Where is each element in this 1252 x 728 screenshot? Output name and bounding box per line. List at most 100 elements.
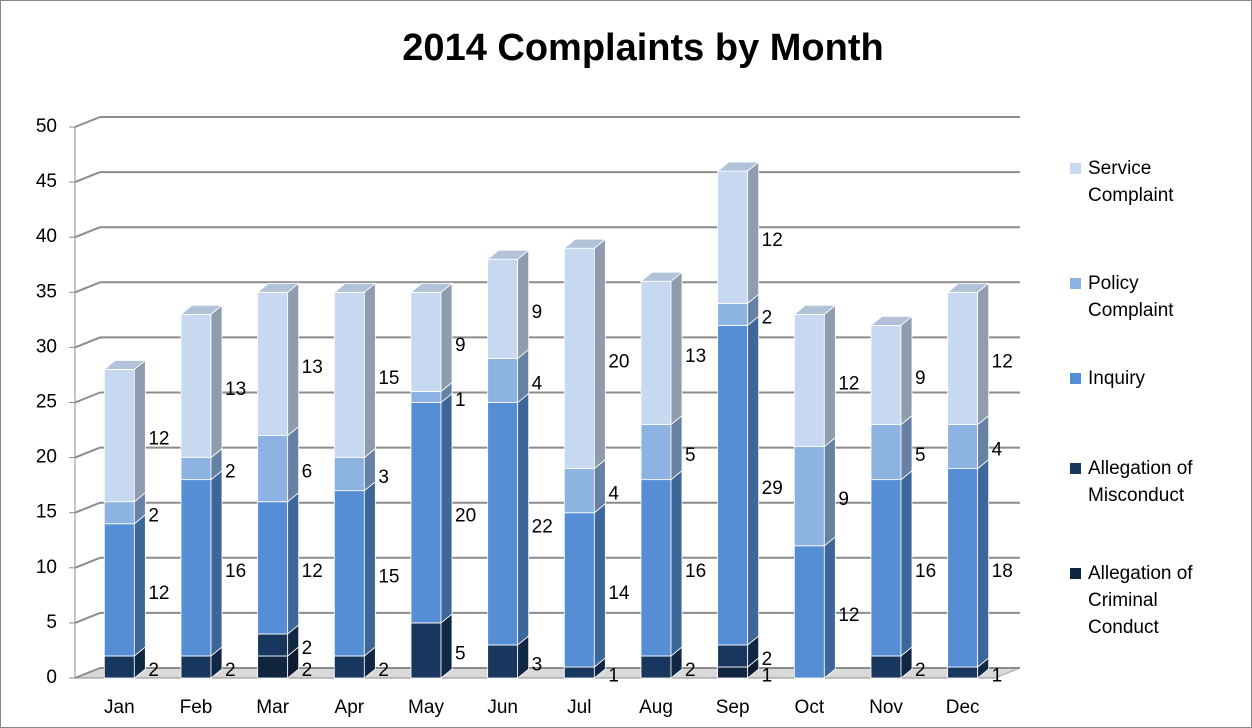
bar-segment (410, 402, 442, 624)
bar-segment (640, 655, 672, 679)
bar-segment (333, 490, 365, 657)
bar-segment (640, 280, 672, 425)
bar-segment (180, 655, 212, 679)
data-label: 16 (915, 561, 936, 582)
data-label: 18 (992, 561, 1013, 582)
bar-segment (257, 655, 289, 679)
data-label: 9 (532, 302, 543, 323)
bar-segment (103, 501, 135, 525)
data-label: 2 (225, 462, 236, 483)
bar-segment (717, 324, 749, 646)
data-label: 1 (455, 390, 466, 411)
bar-top (716, 161, 760, 172)
bar-side (133, 513, 146, 657)
bar-segment (947, 291, 979, 425)
bar-segment (870, 324, 902, 425)
legend-label: Allegation of Criminal Conduct (1088, 563, 1193, 638)
data-label: 4 (992, 440, 1003, 461)
x-tick-label: Apr (335, 697, 365, 718)
bar-segment (410, 622, 442, 679)
data-label: 13 (225, 379, 246, 400)
bar-segment (793, 446, 825, 547)
data-label: 16 (685, 561, 706, 582)
bar-side (900, 469, 913, 657)
data-label: 20 (608, 351, 629, 372)
legend-label: Policy Complaint (1088, 273, 1174, 321)
data-label: 4 (608, 484, 619, 505)
data-label: 14 (608, 583, 630, 604)
data-label: 2 (685, 660, 696, 681)
bar-side (440, 613, 453, 679)
bar-side (823, 436, 836, 547)
bar-side (670, 414, 683, 481)
data-label: 2 (378, 660, 389, 681)
bar-side (977, 458, 990, 668)
data-label: 3 (532, 654, 543, 675)
bar-side (210, 469, 223, 657)
data-label: 1 (992, 666, 1003, 687)
legend-swatch (1070, 163, 1081, 174)
grid-line-side (74, 171, 101, 184)
bar-side (977, 282, 990, 426)
bar-segment (257, 501, 289, 635)
y-tick-label: 20 (36, 447, 57, 468)
bar-segment (640, 424, 672, 481)
data-label: 6 (302, 462, 313, 483)
data-label: 5 (685, 445, 696, 466)
grid-line-side (74, 446, 101, 459)
bar-side (287, 282, 300, 437)
bar-side (363, 480, 376, 657)
bar-side (363, 282, 376, 459)
bar-segment (257, 633, 289, 657)
legend-item: Allegation of Misconduct (1070, 455, 1248, 509)
bar-side (900, 414, 913, 481)
data-label: 15 (378, 368, 399, 389)
bar-segment (410, 391, 442, 403)
y-tick-label: 0 (46, 667, 57, 688)
legend-label: Allegation of Misconduct (1088, 458, 1193, 506)
legend-item: Allegation of Criminal Conduct (1070, 560, 1248, 641)
bar-top (179, 304, 224, 315)
data-label: 22 (532, 517, 553, 538)
data-label: 1 (608, 666, 619, 687)
x-tick-label: Oct (795, 697, 825, 718)
grid-line-side (74, 501, 101, 514)
data-label: 5 (455, 643, 466, 664)
bar-segment (717, 666, 749, 679)
grid-line-side (74, 391, 101, 404)
bar-side (133, 359, 146, 503)
x-tick-label: Nov (869, 697, 903, 718)
grid-line-side (74, 226, 101, 239)
bar-segment (103, 369, 135, 503)
bar-top (256, 282, 300, 293)
bar-segment (717, 302, 749, 326)
data-label: 2 (302, 638, 313, 659)
bar-segment (257, 435, 289, 503)
grid-line-side (74, 611, 101, 624)
data-label: 2 (762, 649, 773, 670)
data-label: 4 (532, 373, 543, 394)
bar-segment (487, 258, 519, 359)
bar-segment (640, 479, 672, 657)
data-label: 12 (302, 561, 323, 582)
data-label: 3 (378, 467, 389, 488)
bar-top (563, 238, 607, 249)
bar-segment (947, 424, 979, 470)
legend-swatch (1070, 373, 1081, 384)
y-tick-label: 50 (36, 116, 57, 137)
bar-segment (487, 402, 519, 646)
legend-label: Service Complaint (1088, 158, 1174, 206)
data-label: 9 (455, 335, 466, 356)
data-label: 1 (762, 666, 773, 687)
bar-segment (947, 468, 979, 668)
bar-segment (180, 457, 212, 481)
legend-swatch (1070, 278, 1081, 289)
data-label: 2 (915, 660, 926, 681)
bar-side (440, 392, 453, 624)
data-label: 2 (148, 660, 159, 681)
bar-side (210, 304, 223, 459)
data-label: 9 (838, 489, 849, 510)
legend-label: Inquiry (1088, 368, 1146, 389)
